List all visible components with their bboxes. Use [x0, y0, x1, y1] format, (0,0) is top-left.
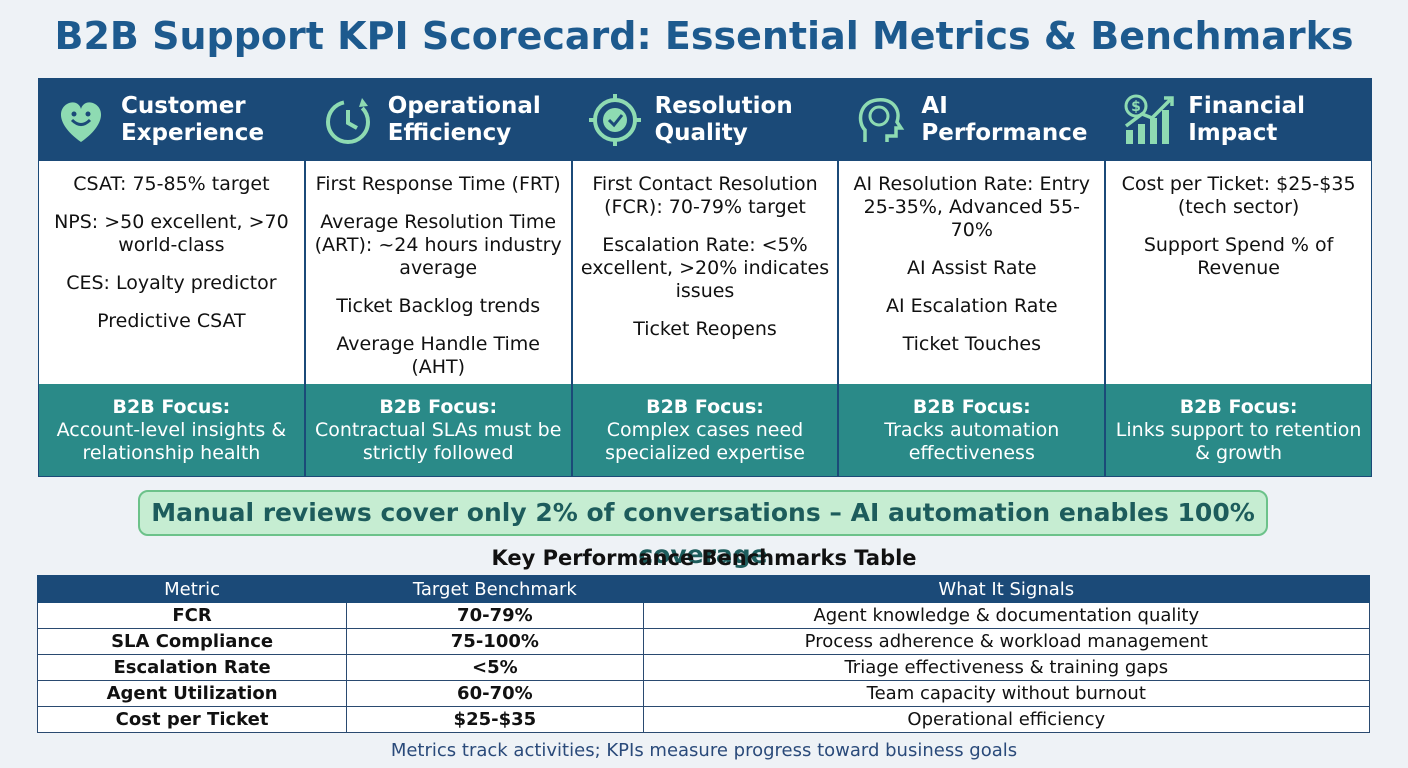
- table-cell: Triage effectiveness & training gaps: [642, 654, 1371, 681]
- focus-label: B2B Focus:: [379, 396, 498, 418]
- metric-item: AI Assist Rate: [906, 257, 1037, 279]
- column-heading: AI Performance: [921, 93, 1088, 146]
- focus-text: Tracks automation effectiveness: [884, 419, 1060, 464]
- table-cell: <5%: [346, 654, 644, 681]
- focus-text: Complex cases need specialized expertise: [605, 419, 805, 464]
- metric-item: NPS: >50 excellent, >70 world-class: [54, 211, 289, 256]
- focus-box: B2B Focus: Tracks automation effectivenes…: [839, 384, 1105, 476]
- column-body: Cost per Ticket: $25-$35 (tech sector) Su…: [1106, 161, 1371, 384]
- table-cell: Escalation Rate: [36, 654, 348, 681]
- kpi-column: $ Financial Impact Cost per Ticket: $25-$3…: [1106, 79, 1371, 476]
- metric-item: CES: Loyalty predictor: [66, 272, 277, 294]
- column-icon: [60, 102, 102, 142]
- table-cell: 75-100%: [346, 628, 644, 655]
- column-header: $ Financial Impact: [1106, 79, 1371, 161]
- table-cell: Team capacity without burnout: [642, 680, 1371, 707]
- focus-box: B2B Focus: Complex cases need specialized…: [572, 384, 838, 476]
- table-cell: Agent knowledge & documentation quality: [642, 602, 1371, 629]
- column-heading: Resolution Quality: [654, 93, 793, 146]
- table-cell: 70-79%: [346, 602, 644, 629]
- column-body: First Contact Resolution (FCR): 70-79% t…: [572, 161, 838, 384]
- metric-item: Predictive CSAT: [97, 310, 246, 332]
- metric-item: First Contact Resolution (FCR): 70-79% t…: [592, 173, 818, 218]
- table-title: Key Performance Benchmarks Table: [491, 546, 917, 570]
- column-icon: $: [1124, 94, 1174, 144]
- table-cell: Operational efficiency: [642, 706, 1371, 733]
- column-body: AI Resolution Rate: Entry 25-35%, Advanc…: [839, 161, 1105, 384]
- table-row: Escalation Rate <5% Triage effectiveness &…: [36, 654, 1371, 681]
- focus-box: B2B Focus: Links support to retention & g…: [1106, 384, 1371, 476]
- table-row: FCR 70-79% Agent knowledge & documentation…: [36, 602, 1371, 629]
- column-heading: Financial Impact: [1188, 93, 1305, 146]
- header-row: Metric Target Benchmark What It Signals: [36, 575, 1371, 603]
- column-header: Resolution Quality: [572, 79, 838, 161]
- table-cell: Cost per Ticket: [36, 706, 348, 733]
- metric-item: Escalation Rate: <5% excellent, >20% ind…: [580, 234, 830, 302]
- metric-item: CSAT: 75-85% target: [73, 173, 270, 195]
- metric-item: First Response Time (FRT): [315, 173, 561, 195]
- svg-text:$: $: [1131, 99, 1141, 115]
- table-cell: SLA Compliance: [36, 628, 348, 655]
- kpi-column: Operational Efficiency First Response Tim…: [305, 79, 573, 476]
- column-heading: Operational Efficiency: [387, 93, 541, 146]
- table-body: FCR 70-79% Agent knowledge & documentation…: [36, 602, 1371, 733]
- column-icon: [859, 98, 905, 142]
- table-cell: $25-$35: [346, 706, 644, 733]
- column-header: Customer Experience: [39, 79, 304, 161]
- metric-item: Support Spend % of Revenue: [1143, 234, 1334, 279]
- metric-item: Ticket Touches: [902, 333, 1041, 355]
- column-header: Operational Efficiency: [305, 79, 571, 161]
- benchmark-table: Metric Target Benchmark What It Signals FCR…: [36, 575, 1371, 733]
- column-body: CSAT: 75-85% target NPS: >50 excellent, >…: [39, 161, 304, 384]
- focus-label: B2B Focus:: [1179, 396, 1298, 418]
- kpi-column: AI Performance AI Resolution Rate: Entry …: [839, 79, 1107, 476]
- kpi-column: Resolution Quality First Contact Resoluti…: [572, 79, 840, 476]
- metric-item: Average Handle Time (AHT): [336, 333, 540, 378]
- table-cell: Agent Utilization: [36, 680, 348, 707]
- table-row: Agent Utilization 60-70% Team capacity wit…: [36, 680, 1371, 707]
- column-header-cell: Target Benchmark: [346, 575, 644, 603]
- banner: Manual reviews cover only 2% of conversa…: [138, 490, 1268, 569]
- table-cell: 60-70%: [346, 680, 644, 707]
- focus-text: Account-level insights & relationship he…: [56, 419, 287, 464]
- column-icon: [588, 94, 641, 146]
- table-row: Cost per Ticket $25-$35 Operational effici…: [36, 706, 1371, 733]
- metric-item: Ticket Reopens: [633, 318, 777, 340]
- footer: Metrics track activities; KPIs measure p…: [390, 740, 1018, 761]
- focus-text: Contractual SLAs must be strictly follow…: [314, 419, 562, 464]
- metric-item: Ticket Backlog trends: [336, 295, 541, 317]
- column-heading: Customer Experience: [121, 93, 265, 146]
- column-body: First Response Time (FRT) Average Resolut…: [305, 161, 571, 384]
- kpi-column: Customer Experience CSAT: 75-85% target NP…: [39, 79, 306, 476]
- column-header-cell: Metric: [36, 575, 348, 603]
- table-row: SLA Compliance 75-100% Process adherence &…: [36, 628, 1371, 655]
- page-title: B2B Support KPI Scorecard: Essential Met…: [54, 14, 1354, 58]
- focus-text: Links support to retention & growth: [1115, 419, 1362, 464]
- table-cell: FCR: [36, 602, 348, 629]
- metric-item: Average Resolution Time (ART): ~24 hours…: [314, 211, 562, 279]
- column-header: AI Performance: [839, 79, 1105, 161]
- focus-label: B2B Focus:: [912, 396, 1031, 418]
- focus-label: B2B Focus:: [112, 396, 231, 418]
- focus-box: B2B Focus: Contractual SLAs must be stric…: [305, 384, 571, 476]
- metric-item: AI Escalation Rate: [886, 295, 1058, 317]
- focus-label: B2B Focus:: [646, 396, 764, 418]
- kpi-columns: Customer Experience CSAT: 75-85% target NP…: [38, 78, 1372, 477]
- table-cell: Process adherence & workload management: [642, 628, 1371, 655]
- metric-item: Cost per Ticket: $25-$35 (tech sector): [1121, 173, 1356, 218]
- column-header-cell: What It Signals: [642, 575, 1371, 603]
- metric-item: AI Resolution Rate: Entry 25-35%, Advanc…: [853, 173, 1091, 241]
- focus-box: B2B Focus: Account-level insights & relat…: [39, 384, 304, 476]
- column-icon: [325, 98, 370, 144]
